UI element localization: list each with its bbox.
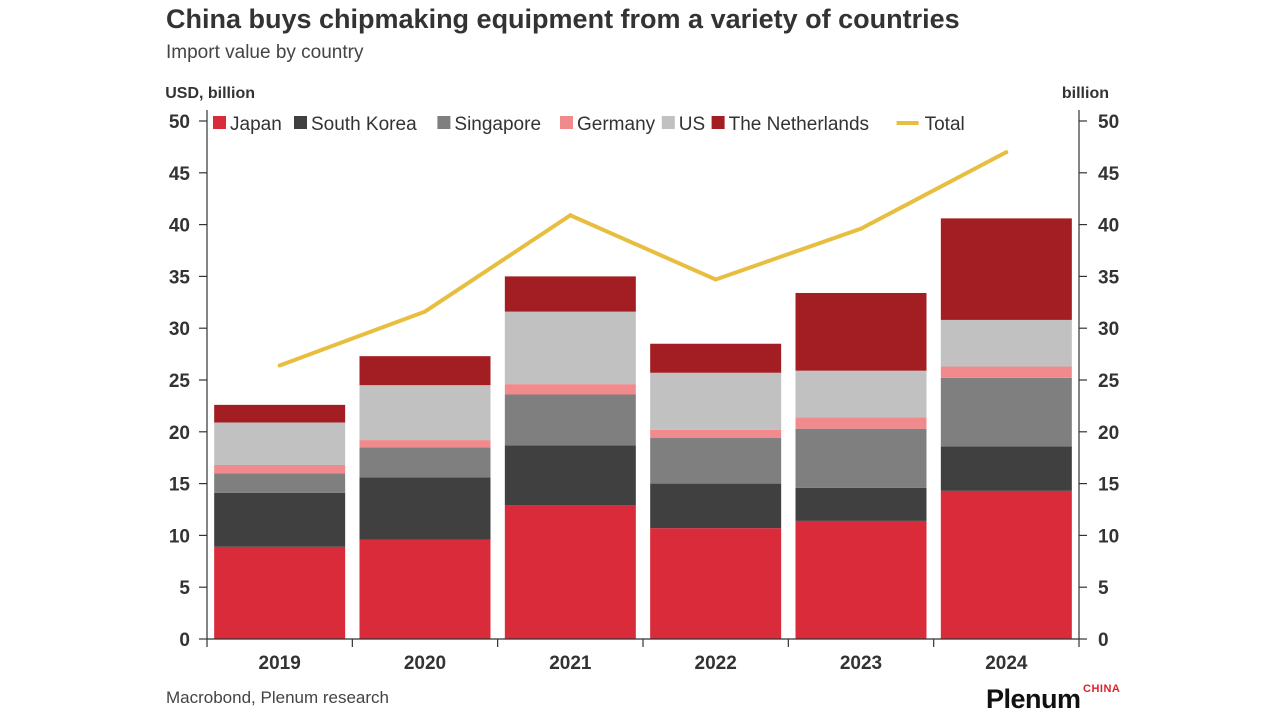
y-axis-label-right: billion [1062, 85, 1109, 102]
y-tick-label-left: 40 [169, 216, 190, 237]
legend-swatch-us [661, 116, 675, 129]
bar-us-2020 [359, 385, 491, 441]
bar-japan-2019 [214, 546, 346, 639]
bar-japan-2020 [359, 539, 491, 639]
line-point-total-2020 [423, 309, 427, 314]
total-line-group [277, 150, 1009, 368]
bars-group [214, 218, 1072, 639]
bar-japan-2023 [795, 520, 927, 639]
bar-south-korea-2019 [214, 492, 346, 547]
bar-germany-2023 [795, 417, 927, 429]
legend-swatch-the-netherlands [711, 116, 725, 129]
y-tick-label-left: 15 [169, 475, 191, 496]
bar-the-netherlands-2023 [795, 292, 927, 371]
chart-title: China buys chipmaking equipment from a v… [166, 4, 960, 34]
y-axis-label-left: USD, billion [165, 85, 255, 102]
bar-the-netherlands-2019 [214, 404, 346, 423]
y-tick-label-right: 0 [1098, 630, 1109, 651]
bar-us-2024 [940, 319, 1072, 367]
y-tick-label-right: 30 [1098, 319, 1119, 340]
x-tick-label: 2023 [840, 653, 882, 674]
bar-us-2023 [795, 370, 927, 418]
bar-us-2022 [650, 372, 782, 430]
y-tick-label-left: 45 [169, 164, 191, 185]
legend-swatch-japan [213, 116, 226, 129]
bar-japan-2024 [940, 490, 1072, 639]
y-tick-label-left: 25 [169, 371, 191, 392]
bar-us-2019 [214, 422, 346, 465]
bar-singapore-2022 [650, 438, 782, 484]
line-point-total-2019 [277, 363, 282, 368]
bar-singapore-2023 [795, 428, 927, 488]
bar-germany-2022 [650, 429, 782, 439]
y-tick-label-left: 50 [169, 112, 190, 133]
bar-singapore-2019 [214, 473, 346, 493]
legend-label-germany: Germany [577, 114, 656, 135]
line-point-total-2024 [1004, 150, 1009, 155]
chart-subtitle: Import value by country [166, 42, 364, 63]
y-tick-label-left: 10 [169, 526, 190, 547]
brand-logo: Plenum [986, 684, 1081, 714]
y-tick-label-left: 5 [179, 578, 190, 599]
y-tick-label-right: 50 [1098, 112, 1119, 133]
y-tick-label-right: 25 [1098, 371, 1120, 392]
bar-the-netherlands-2020 [359, 356, 491, 386]
y-tick-label-right: 10 [1098, 526, 1119, 547]
bar-south-korea-2024 [940, 446, 1072, 491]
x-tick-label: 2022 [695, 653, 737, 674]
y-tick-label-right: 40 [1098, 216, 1119, 237]
line-total [279, 150, 1008, 368]
source-note: Macrobond, Plenum research [166, 688, 390, 707]
legend-swatch-germany [560, 116, 573, 129]
bar-south-korea-2023 [795, 487, 927, 521]
bar-us-2021 [504, 311, 636, 385]
bar-the-netherlands-2024 [940, 218, 1072, 320]
line-point-total-2023 [859, 226, 863, 231]
legend-label-singapore: Singapore [454, 114, 541, 135]
x-tick-label: 2024 [985, 653, 1028, 674]
legend-label-total: Total [925, 114, 965, 135]
bar-germany-2021 [504, 384, 636, 395]
y-tick-label-right: 45 [1098, 164, 1120, 185]
legend-swatch-singapore [437, 116, 451, 129]
bar-japan-2021 [504, 505, 636, 639]
bar-the-netherlands-2022 [650, 343, 782, 373]
legend-label-japan: Japan [230, 114, 282, 135]
y-tick-label-right: 5 [1098, 578, 1109, 599]
brand-logo-sub: CHINA [1083, 683, 1121, 695]
legend-label-us: US [679, 114, 705, 135]
y-tick-label-left: 0 [179, 630, 190, 651]
y-tick-label-right: 20 [1098, 423, 1119, 444]
legend-label-the-netherlands: The Netherlands [729, 114, 869, 135]
bar-singapore-2020 [359, 447, 491, 478]
bar-south-korea-2022 [650, 483, 782, 529]
bar-singapore-2024 [940, 377, 1072, 447]
y-tick-label-left: 20 [169, 423, 190, 444]
bar-germany-2024 [940, 366, 1072, 378]
bar-south-korea-2020 [359, 477, 491, 540]
bar-south-korea-2021 [504, 445, 636, 506]
line-point-total-2022 [713, 277, 718, 282]
bar-singapore-2021 [504, 394, 636, 446]
x-tick-label: 2021 [549, 653, 592, 674]
y-tick-label-left: 30 [169, 319, 190, 340]
legend-label-south-korea: South Korea [311, 114, 417, 135]
bar-japan-2022 [650, 528, 782, 639]
bar-the-netherlands-2021 [504, 276, 636, 312]
y-tick-label-right: 15 [1098, 475, 1120, 496]
x-tick-label: 2019 [259, 653, 301, 674]
bar-germany-2019 [214, 464, 346, 474]
y-tick-label-left: 35 [169, 267, 191, 288]
bar-germany-2020 [359, 440, 491, 448]
line-point-total-2021 [568, 213, 573, 218]
legend-swatch-south-korea [294, 116, 307, 129]
legend: Japan South Korea Singapore Germany US The Ne… [213, 114, 965, 135]
x-tick-label: 2020 [404, 653, 446, 674]
y-tick-label-right: 35 [1098, 267, 1120, 288]
